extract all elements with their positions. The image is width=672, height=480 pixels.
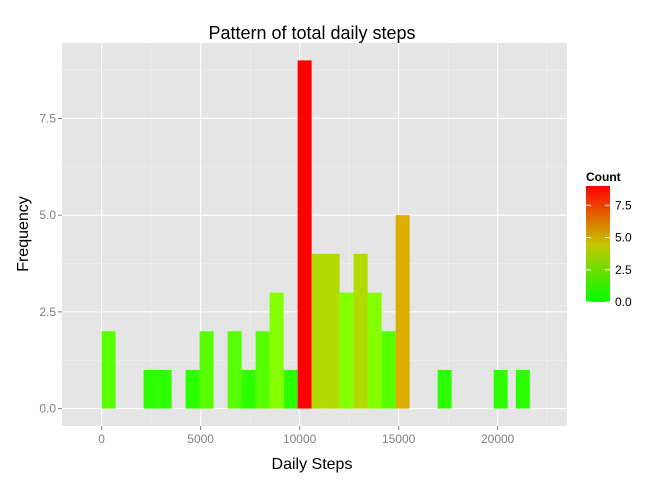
- y-tick-label: 5.0: [39, 208, 56, 222]
- y-axis-label: Frequency: [15, 196, 32, 272]
- histogram-bar: [325, 253, 340, 409]
- x-tick-label: 5000: [187, 432, 214, 446]
- legend-ticks: 0.0 2.5 5.0 7.5: [586, 198, 632, 309]
- histogram-bar: [381, 331, 396, 409]
- histogram-bars: [101, 60, 530, 409]
- legend-title: Count: [586, 170, 621, 184]
- legend-tick-label: 0.0: [615, 295, 632, 309]
- legend-tick-label: 2.5: [615, 263, 632, 277]
- histogram-bar: [241, 369, 256, 409]
- histogram-bar: [283, 369, 298, 409]
- x-axis-ticks: 0 5000 10000 15000 20000: [98, 426, 515, 446]
- x-tick-label: 0: [98, 432, 105, 446]
- histogram-bar: [227, 331, 242, 409]
- histogram-bar: [185, 369, 200, 409]
- x-tick-label: 20000: [481, 432, 515, 446]
- histogram-bar: [493, 369, 508, 409]
- histogram-bar: [515, 369, 530, 409]
- histogram-bar: [437, 369, 452, 409]
- histogram-bar: [157, 369, 172, 409]
- histogram-bar: [143, 369, 158, 409]
- y-tick-label: 0.0: [39, 402, 56, 416]
- histogram-bar: [311, 253, 326, 409]
- legend-tick-label: 5.0: [615, 231, 632, 245]
- histogram-bar: [269, 292, 284, 409]
- x-tick-label: 15000: [382, 432, 416, 446]
- y-tick-label: 2.5: [39, 305, 56, 319]
- x-tick-label: 10000: [283, 432, 317, 446]
- histogram-bar: [339, 292, 354, 409]
- chart-title: Pattern of total daily steps: [208, 23, 415, 43]
- x-axis-label: Daily Steps: [272, 456, 353, 473]
- histogram-bar: [353, 253, 368, 409]
- histogram-bar: [297, 60, 312, 409]
- histogram-bar: [395, 215, 410, 409]
- histogram-bar: [199, 331, 214, 409]
- y-axis-ticks: 0.0 2.5 5.0 7.5: [39, 111, 62, 416]
- color-legend: Count 0.0 2.5 5.0 7.5: [586, 170, 632, 309]
- histogram-bar: [255, 331, 270, 409]
- y-tick-label: 7.5: [39, 111, 56, 125]
- legend-color-bar: [586, 186, 610, 302]
- legend-tick-label: 7.5: [615, 198, 632, 212]
- histogram-bar: [367, 292, 382, 409]
- histogram-bar: [101, 331, 116, 409]
